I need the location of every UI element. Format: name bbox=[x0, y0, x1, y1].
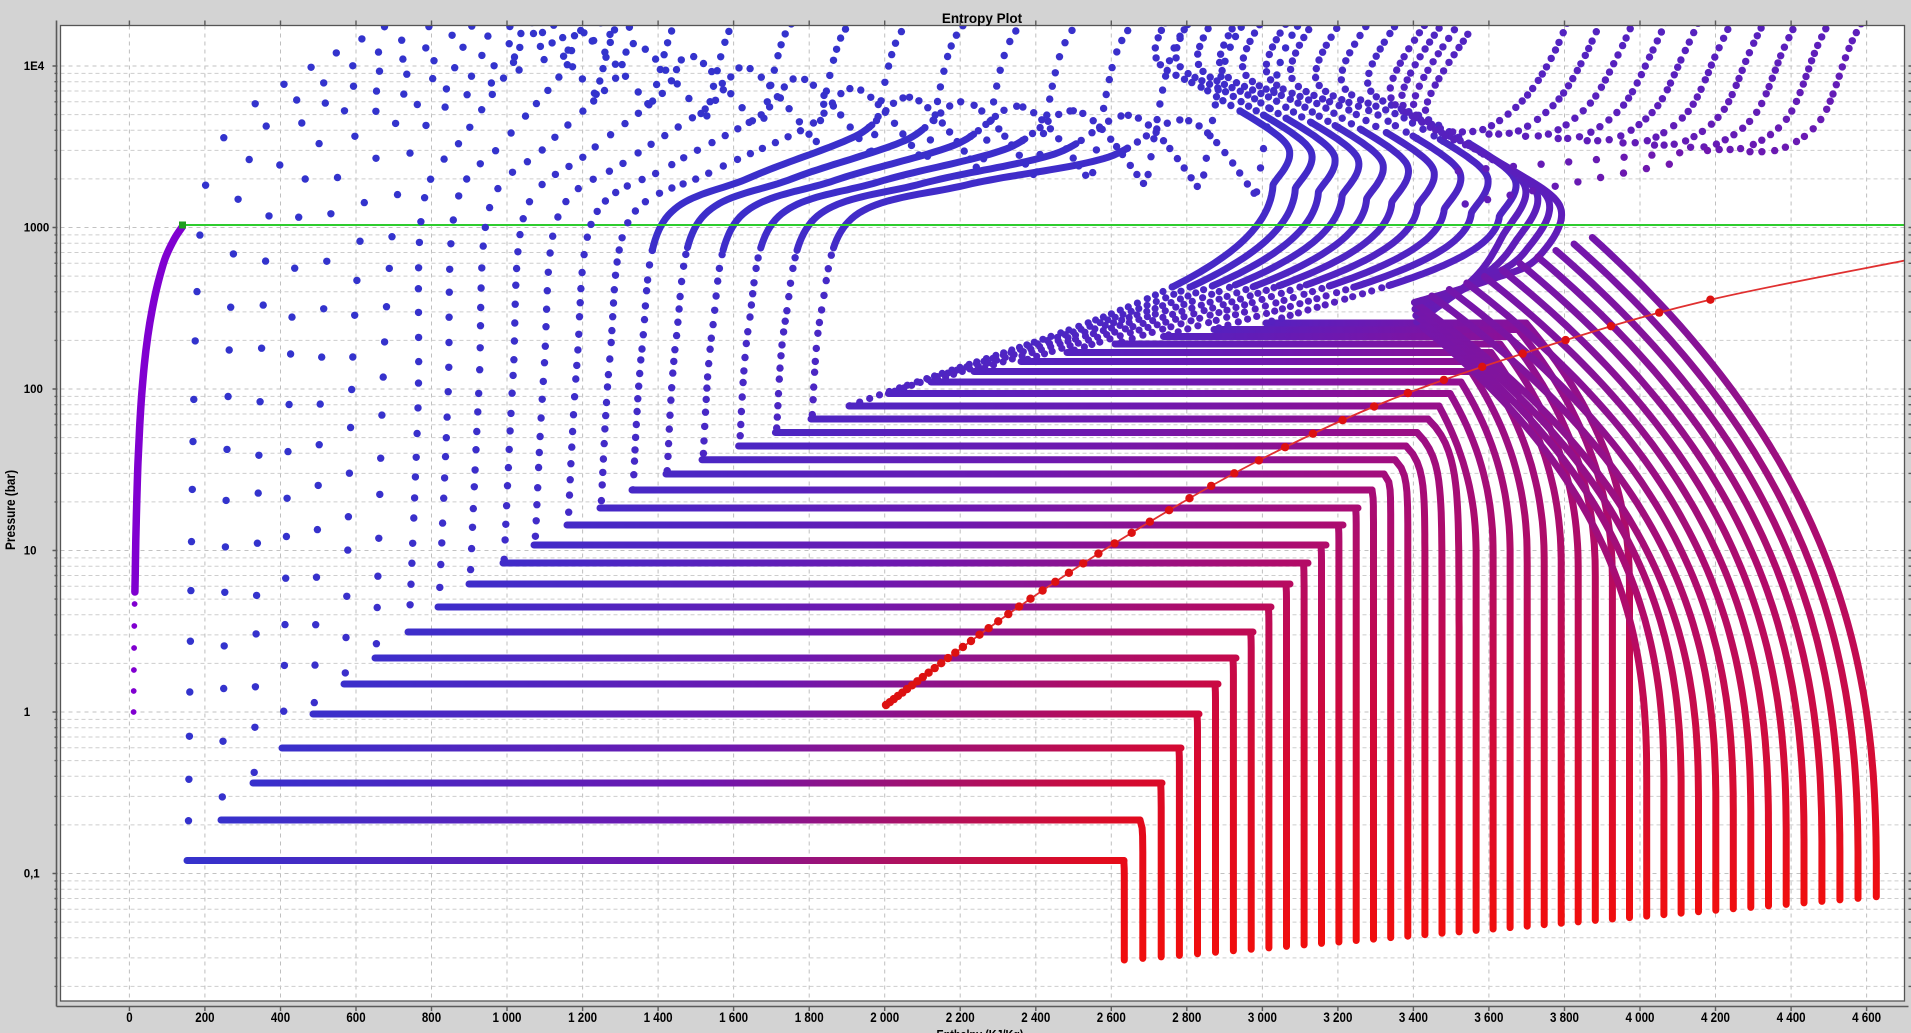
svg-text:3 200: 3 200 bbox=[1323, 1009, 1352, 1025]
svg-text:1: 1 bbox=[24, 707, 31, 719]
svg-text:Enthalpy (KJ/Kg): Enthalpy (KJ/Kg) bbox=[937, 1027, 1024, 1033]
svg-text:1E4: 1E4 bbox=[24, 61, 45, 73]
svg-text:3 400: 3 400 bbox=[1399, 1009, 1428, 1025]
svg-text:200: 200 bbox=[195, 1009, 214, 1025]
svg-text:2 200: 2 200 bbox=[946, 1009, 975, 1025]
svg-text:0,1: 0,1 bbox=[24, 869, 41, 881]
svg-text:1000: 1000 bbox=[24, 223, 50, 235]
svg-text:100: 100 bbox=[24, 384, 43, 396]
svg-text:Entropy Plot: Entropy Plot bbox=[942, 11, 1023, 26]
svg-text:4 200: 4 200 bbox=[1701, 1009, 1730, 1025]
svg-text:4 600: 4 600 bbox=[1852, 1009, 1881, 1025]
svg-text:600: 600 bbox=[346, 1009, 365, 1025]
svg-text:4 400: 4 400 bbox=[1777, 1009, 1806, 1025]
svg-text:4 000: 4 000 bbox=[1626, 1009, 1655, 1025]
svg-text:3 800: 3 800 bbox=[1550, 1009, 1579, 1025]
svg-text:1 000: 1 000 bbox=[493, 1009, 522, 1025]
svg-text:10: 10 bbox=[24, 546, 37, 558]
svg-text:800: 800 bbox=[422, 1009, 441, 1025]
svg-text:3 000: 3 000 bbox=[1248, 1009, 1277, 1025]
svg-text:1 400: 1 400 bbox=[644, 1009, 673, 1025]
svg-text:1 800: 1 800 bbox=[795, 1009, 824, 1025]
svg-text:1 600: 1 600 bbox=[719, 1009, 748, 1025]
svg-text:2 800: 2 800 bbox=[1172, 1009, 1201, 1025]
svg-text:400: 400 bbox=[271, 1009, 290, 1025]
svg-text:1 200: 1 200 bbox=[568, 1009, 597, 1025]
svg-text:2 600: 2 600 bbox=[1097, 1009, 1126, 1025]
svg-text:3 600: 3 600 bbox=[1474, 1009, 1503, 1025]
svg-text:2 400: 2 400 bbox=[1021, 1009, 1050, 1025]
svg-text:0: 0 bbox=[126, 1009, 133, 1025]
svg-text:Pressure (bar): Pressure (bar) bbox=[2, 470, 18, 550]
svg-text:2 000: 2 000 bbox=[870, 1009, 899, 1025]
